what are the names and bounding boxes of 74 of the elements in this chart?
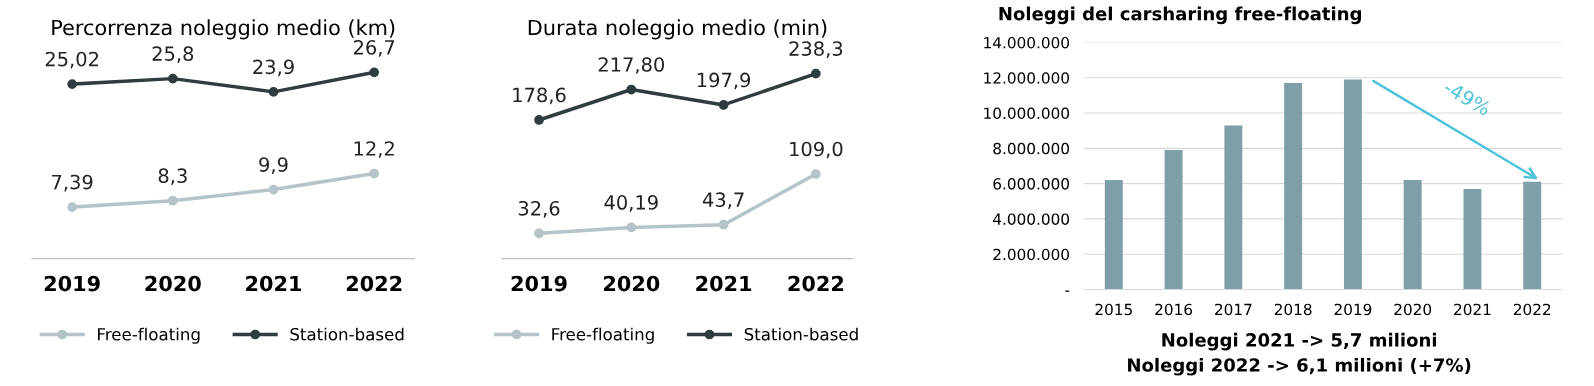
x-tick-label: 2015 (1095, 303, 1132, 316)
data-label: 25,02 (45, 51, 99, 69)
x-tick-label: 2021 (246, 275, 302, 292)
data-label: 217,80 (598, 57, 665, 74)
y-tick-label: 12.000.000 (984, 72, 1070, 84)
data-label: 40,19 (604, 195, 658, 212)
point (811, 169, 821, 179)
x-tick-label: 2020 (603, 275, 660, 292)
y-tick-label: 4.000.000 (993, 213, 1070, 225)
point (67, 202, 78, 212)
bar (1164, 150, 1183, 290)
bar (1343, 79, 1362, 290)
data-label: 9,9 (259, 157, 288, 174)
point (167, 73, 178, 84)
point (369, 67, 380, 78)
point (268, 184, 279, 195)
y-tick-label: 10.000.000 (984, 107, 1070, 120)
data-label: 25,8 (152, 46, 194, 63)
point (534, 228, 544, 239)
x-tick-label: 2021 (1454, 303, 1491, 316)
legend-label: Free-floating (552, 327, 654, 344)
point (67, 79, 78, 89)
y-tick-label: 6.000.000 (993, 178, 1070, 190)
data-label: 109,0 (790, 141, 843, 159)
point (369, 168, 380, 179)
y-tick-label: 14.000.000 (984, 36, 1070, 49)
bar (1224, 125, 1243, 290)
x-tick-label: 2017 (1215, 303, 1252, 316)
point (626, 222, 637, 233)
point (718, 100, 729, 110)
point (626, 84, 637, 95)
data-label: 238,3 (789, 41, 843, 58)
point (268, 87, 279, 97)
chart-title: Durata noleggio medio (min) (528, 19, 827, 40)
point (167, 195, 178, 206)
x-tick-label: 2022 (346, 275, 402, 292)
x-tick-label: 2019 (511, 275, 567, 292)
bar (1104, 180, 1123, 290)
data-label: 32,6 (518, 200, 560, 218)
y-tick-label: 2.000.000 (993, 248, 1070, 261)
point (811, 68, 821, 79)
legend-label: Station-based (290, 327, 404, 341)
x-tick-label: 2019 (1334, 303, 1372, 316)
text: Noleggi 2021 -> 5,7 milioni (1162, 332, 1436, 351)
annotation: -49% (1442, 79, 1492, 117)
legend-label: Free-floating (98, 327, 200, 344)
bar (1403, 180, 1422, 290)
legend-label: Station-based (744, 327, 858, 341)
x-tick-label: 2020 (1394, 303, 1432, 316)
bar (1463, 188, 1482, 290)
data-label: 197,9 (697, 72, 751, 90)
x-tick-label: 2021 (696, 275, 752, 292)
x-tick-label: 2020 (145, 275, 201, 292)
data-label: 23,9 (253, 59, 294, 77)
chart-title: Noleggi del carsharing free-floating (999, 6, 1361, 25)
y-tick-label: 8.000.000 (993, 142, 1070, 155)
point (718, 219, 729, 230)
x-tick-label: 2016 (1155, 303, 1193, 316)
data-label: 26,7 (353, 39, 395, 57)
x-tick-label: 2018 (1274, 303, 1312, 316)
data-label: 178,6 (513, 87, 566, 105)
y-tick-label: - (1065, 290, 1070, 292)
data-label: 12,2 (354, 141, 394, 158)
data-label: 7,39 (52, 174, 93, 192)
x-tick-label: 2022 (788, 275, 844, 292)
data-label: 8,3 (158, 168, 187, 186)
bar (1284, 83, 1303, 290)
bar (1523, 181, 1542, 290)
text: Noleggi 2022 -> 6,1 milioni (+7%) (1128, 357, 1471, 376)
x-tick-label: 2022 (1513, 303, 1551, 316)
point (534, 115, 544, 125)
x-tick-label: 2019 (44, 275, 100, 292)
chart-title: Percorrenza noleggio medio (km) (52, 19, 395, 40)
data-label: 43,7 (702, 192, 744, 210)
